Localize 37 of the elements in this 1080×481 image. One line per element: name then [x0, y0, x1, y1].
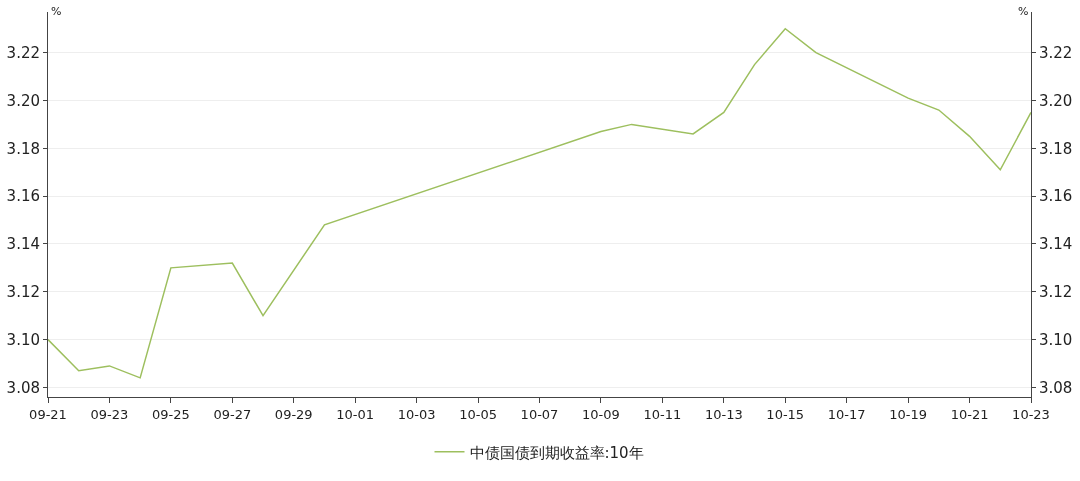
- y-tick-label: 3.22: [6, 43, 40, 62]
- y2-tick-label: 3.10: [1039, 330, 1073, 349]
- x-tick-label: 10-11: [643, 406, 682, 422]
- x-tick-label: 09-23: [90, 406, 129, 422]
- y-tick-label: 3.14: [6, 235, 40, 254]
- x-tick-label: 10-09: [582, 406, 620, 422]
- x-tick-label: 10-15: [766, 406, 805, 422]
- x-tick-label: 09-21: [29, 406, 67, 422]
- x-tick-label: 09-29: [274, 406, 313, 422]
- y2-tick-label: 3.22: [1039, 43, 1073, 62]
- y-tick-label: 3.10: [6, 330, 40, 349]
- x-tick-label: 10-17: [827, 406, 866, 422]
- x-tick-label: 10-21: [950, 406, 989, 422]
- x-tick-label: 09-27: [213, 406, 252, 422]
- y2-tick-label: 3.12: [1039, 283, 1073, 302]
- x-tick-label: 10-05: [459, 406, 497, 422]
- x-tick-label: 10-19: [889, 406, 928, 422]
- y-tick-label: 3.08: [6, 378, 40, 397]
- y-tick-label: 3.18: [6, 139, 40, 158]
- x-tick-label: 10-01: [336, 406, 375, 422]
- y2-tick-label: 3.08: [1039, 378, 1073, 397]
- x-tick-label: 10-07: [520, 406, 559, 422]
- x-tick-label: 10-03: [397, 406, 436, 422]
- y2-tick-label: 3.16: [1039, 187, 1073, 206]
- y2-tick-label: 3.14: [1039, 235, 1073, 254]
- y-tick-label: 3.20: [6, 91, 40, 110]
- line-series: [48, 27, 1031, 379]
- x-tick-label: 09-25: [151, 406, 190, 422]
- y-tick-label: 3.12: [6, 283, 40, 302]
- legend-label: 中债国债到期收益率:10年: [469, 443, 644, 462]
- y2-axis-title: %: [1018, 5, 1029, 18]
- x-tick-label: 10-13: [704, 406, 743, 422]
- y2-tick-label: 3.18: [1039, 139, 1073, 158]
- y-axis-title: %: [51, 5, 62, 18]
- y-tick-label: 3.16: [6, 187, 40, 206]
- x-tick-label: 10-23: [1012, 406, 1050, 422]
- y2-tick-label: 3.20: [1039, 91, 1073, 110]
